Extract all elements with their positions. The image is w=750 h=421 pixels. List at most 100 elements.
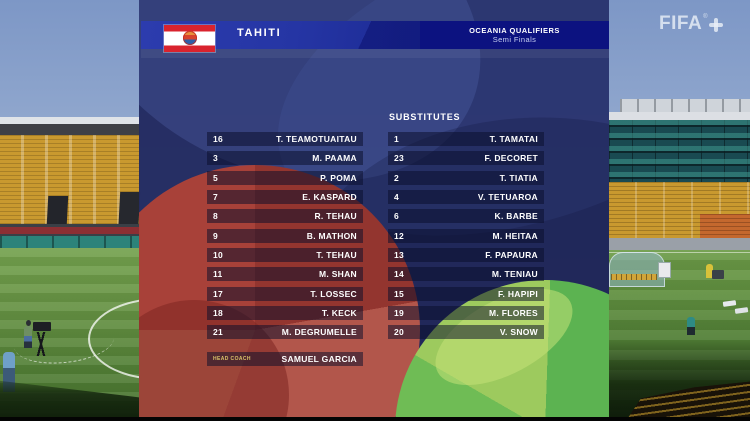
substitute-row: 19 M. FLORES — [388, 305, 544, 320]
dugout-shelter — [609, 252, 665, 287]
stadium-stand-orange-section — [700, 214, 750, 239]
player-name: K. BARBE — [494, 211, 538, 222]
lineup-row: 11 M. SHAN — [207, 267, 363, 282]
lineup-row: 18 T. KECK — [207, 305, 363, 320]
player-name: T. TEHAU — [316, 249, 357, 260]
player-number: 6 — [394, 211, 400, 222]
player-name: B. MATHON — [306, 230, 357, 241]
substitutes-list: 1 T. TAMATAI 23 F. DECORET 2 T. TIATIA 4… — [388, 132, 544, 340]
player-number: 7 — [213, 191, 219, 202]
player-name: T. LOSSEC — [310, 288, 357, 299]
lineup-row: 21 M. DEGRUMELLE — [207, 325, 363, 340]
player-name: M. DEGRUMELLE — [281, 327, 357, 338]
camera-tripod-icon — [30, 332, 52, 356]
person-silhouette — [687, 317, 695, 335]
substitute-row: 6 K. BARBE — [388, 209, 544, 224]
stadium-roof-edge-right — [609, 112, 750, 120]
player-name: V. TETUAROA — [477, 191, 538, 202]
player-number: 9 — [213, 230, 219, 241]
player-name: F. HAPIPI — [497, 288, 538, 299]
substitute-row: 2 T. TIATIA — [388, 170, 544, 185]
player-number: 13 — [394, 249, 405, 260]
player-name: R. TEHAU — [314, 211, 357, 222]
player-number: 17 — [213, 288, 224, 299]
substitute-row: 12 M. HEITAA — [388, 228, 544, 243]
player-name: V. SNOW — [499, 327, 538, 338]
player-name: P. POMA — [320, 172, 357, 183]
pitch-sideline — [609, 252, 750, 253]
competition-name: OCEANIA QUALIFIERS — [469, 26, 560, 35]
player-name: T. TIATIA — [499, 172, 538, 183]
substitute-row: 13 F. PAPAURA — [388, 247, 544, 262]
competition-header: OCEANIA QUALIFIERS Semi Finals — [420, 21, 609, 49]
player-number: 10 — [213, 249, 224, 260]
player-name: E. KASPARD — [302, 191, 357, 202]
groundskeeper-silhouette — [706, 264, 713, 278]
stadium-roof-left — [0, 124, 140, 135]
head-coach-row: HEAD COACH SAMUEL GARCIA — [207, 352, 363, 366]
player-number: 4 — [394, 191, 400, 202]
lineup-row: 3 M. PAAMA — [207, 151, 363, 166]
equipment-cart — [712, 270, 724, 279]
team-header-bar: OCEANIA QUALIFIERS Semi Finals — [141, 21, 609, 49]
player-number: 8 — [213, 211, 219, 222]
lineup-row: 8 R. TEHAU — [207, 209, 363, 224]
stadium-walkway-right — [609, 238, 750, 250]
team-name: TAHITI — [237, 27, 282, 39]
player-number: 16 — [213, 134, 224, 144]
player-number: 20 — [394, 327, 405, 338]
camera-operator-head — [26, 320, 31, 326]
player-number: 14 — [394, 269, 405, 280]
player-name: T. KECK — [321, 307, 357, 318]
player-number: 11 — [213, 269, 223, 280]
player-number: 3 — [213, 153, 219, 164]
player-number: 2 — [394, 172, 400, 183]
dugout-seats — [611, 274, 657, 280]
led-boards-left — [0, 236, 140, 248]
camera-operator — [24, 326, 32, 348]
player-name: M. PAAMA — [312, 153, 357, 164]
player-number: 21 — [213, 327, 224, 338]
head-coach-name: SAMUEL GARCIA — [281, 354, 357, 364]
player-name: F. PAPAURA — [485, 249, 538, 260]
substitute-row: 23 F. DECORET — [388, 151, 544, 166]
lineup-row: 10 T. TEHAU — [207, 247, 363, 262]
player-name: M. HEITAA — [492, 230, 538, 241]
header-underglow — [141, 49, 609, 58]
registered-mark: ® — [703, 14, 708, 20]
player-name: M. TENIAU — [491, 269, 538, 280]
competition-stage: Semi Finals — [492, 35, 537, 44]
player-name: M. SHAN — [319, 269, 357, 280]
tahiti-flag-emblem-icon — [183, 31, 197, 45]
player-number: 1 — [394, 134, 400, 144]
ad-strip-left — [0, 227, 140, 234]
substitute-row: 1 T. TAMATAI — [388, 132, 544, 146]
substitute-row: 14 M. TENIAU — [388, 267, 544, 282]
stadium-signage-right — [609, 120, 750, 182]
substitute-row: 20 V. SNOW — [388, 325, 544, 340]
player-number: 12 — [394, 230, 405, 241]
stadium-stand-left — [0, 135, 140, 224]
player-number: 23 — [394, 153, 405, 164]
player-name: M. FLORES — [489, 307, 538, 318]
lineup-row: 16 T. TEAMOTUAITAU — [207, 132, 363, 146]
substitutes-title: SUBSTITUTES — [389, 112, 461, 122]
lineup-row: 17 T. LOSSEC — [207, 286, 363, 301]
starters-list: 16 T. TEAMOTUAITAU 3 M. PAAMA 5 P. POMA … — [207, 132, 363, 366]
player-name: T. TEAMOTUAITAU — [276, 134, 357, 144]
player-name: T. TAMATAI — [489, 134, 538, 144]
lineup-row: 7 E. KASPARD — [207, 189, 363, 204]
fifa-wordmark: FIFA — [659, 13, 703, 34]
player-number: 19 — [394, 307, 405, 318]
stadium-roof-edge-left — [0, 117, 140, 124]
head-coach-label: HEAD COACH — [213, 356, 251, 362]
plus-icon — [708, 18, 723, 32]
player-number: 18 — [213, 307, 224, 318]
lineup-row: 5 P. POMA — [207, 170, 363, 185]
fifa-plus-logo: FIFA ® — [659, 13, 723, 35]
tv-camera-icon — [33, 322, 51, 331]
letterbox-bar — [0, 417, 750, 421]
player-number: 5 — [213, 172, 219, 183]
player-name: F. DECORET — [484, 153, 538, 164]
